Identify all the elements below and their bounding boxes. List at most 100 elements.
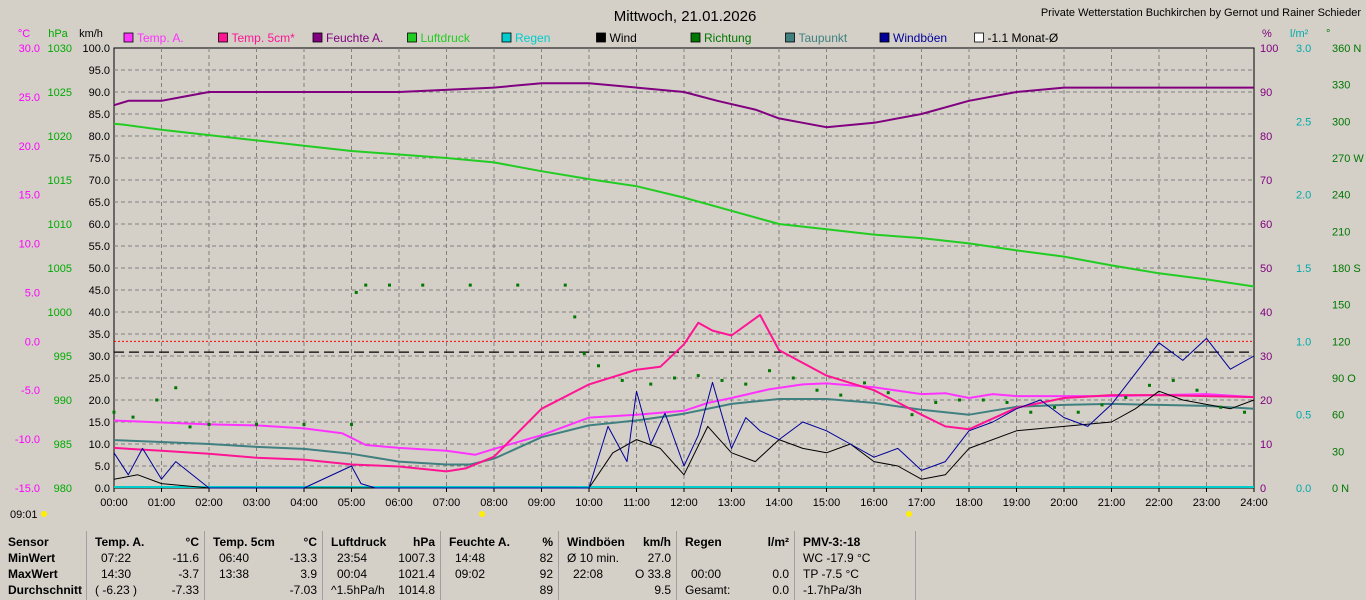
direction-point (350, 422, 353, 426)
current-time: 09:01 (10, 509, 38, 521)
direction-point (516, 283, 520, 287)
legend-label: Taupunkt (799, 31, 848, 45)
direction-point (981, 398, 985, 402)
kmh-tick-label: 95.0 (89, 65, 110, 77)
legend-swatch (123, 32, 134, 43)
rain-tick-label: 2.0 (1296, 190, 1311, 202)
direction-point (1076, 410, 1080, 414)
direction-point (131, 415, 135, 419)
series-line-luftdruck (113, 122, 1255, 288)
stats-temp5: Temp. 5cm °C 06:40 -13.3 13:38 3.9 -7.03 (204, 531, 323, 600)
kmh-tick-label: 65.0 (89, 197, 110, 209)
rain-tick-label: 0.0 (1296, 483, 1311, 495)
x-tick-label: 08:00 (480, 497, 508, 509)
hpa-tick-label: 995 (54, 351, 72, 363)
celsius-tick-label: 15.0 (19, 190, 40, 202)
stats-pmv-wc: WC -17.9 °C (803, 551, 871, 565)
direction-point (958, 398, 961, 402)
kmh-tick-label: 50.0 (89, 263, 110, 275)
hpa-tick-label: 1005 (48, 263, 72, 275)
stats-temp5-title: Temp. 5cm (213, 535, 275, 549)
direction-point (1171, 378, 1175, 382)
series-line-windb-en (113, 337, 1255, 489)
percent-tick-label: 50 (1260, 263, 1272, 275)
direction-tick-label: 90 O (1332, 373, 1356, 385)
unit-hpa-label: hPa (48, 28, 68, 40)
stats-temp-a-max: -3.7 (178, 567, 199, 581)
x-tick-label: 17:00 (908, 497, 936, 509)
kmh-tick-label: 10.0 (89, 439, 110, 451)
stats-temp-a-unit: °C (185, 535, 199, 549)
direction-point (768, 369, 771, 373)
percent-tick-label: 20 (1260, 395, 1272, 407)
direction-tick-label: 210 (1332, 226, 1350, 238)
celsius-tick-label: 10.0 (19, 239, 40, 251)
stats-temp5-max-time: 13:38 (219, 567, 250, 581)
stats-sensor: Sensor MinWert MaxWert Durchschnitt (0, 531, 86, 600)
celsius-tick-label: 25.0 (19, 92, 40, 104)
stats-feuchte-unit: % (542, 535, 553, 549)
hpa-tick-label: 1000 (48, 307, 72, 319)
direction-tick-label: 120 (1332, 336, 1350, 348)
direction-point (174, 386, 178, 390)
direction-point (1005, 400, 1009, 404)
direction-point (791, 376, 795, 380)
kmh-tick-label: 30.0 (89, 351, 110, 363)
stats-feuchte: Feuchte A. % 14:48 82 09:02 92 89 (440, 531, 559, 600)
stats-regen-total: 0.0 (772, 583, 789, 597)
legend-swatch (407, 32, 417, 43)
stats-pmv-title: PMV-3:-18 (803, 535, 861, 549)
unit-celsius-label: °C (18, 28, 30, 40)
legend-swatch (879, 32, 890, 43)
direction-tick-label: 270 W (1332, 153, 1364, 165)
stats-luftdruck-avg: 1014.8 (398, 583, 435, 597)
legend-label: Temp. A. (137, 31, 184, 45)
direction-point (1124, 396, 1128, 400)
stats-feuchte-avg: 89 (539, 583, 553, 597)
percent-tick-label: 10 (1260, 439, 1272, 451)
hpa-tick-label: 985 (54, 439, 72, 451)
stats-sensor-title: Sensor (8, 535, 49, 549)
stats-luftdruck-unit: hPa (412, 535, 435, 549)
direction-point (302, 422, 306, 426)
direction-point (421, 283, 425, 287)
kmh-tick-label: 45.0 (89, 285, 110, 297)
direction-point (744, 382, 748, 386)
celsius-tick-label: -5.0 (21, 385, 40, 397)
legend-label: Richtung (704, 31, 751, 45)
x-tick-label: 14:00 (765, 497, 793, 509)
unit-kmh-label: km/h (79, 28, 103, 40)
stats-regen: Regen l/m² 00:00 0.0 Gesamt: 0.0 (676, 531, 795, 600)
sun-marker-icon (41, 511, 47, 517)
direction-point (696, 374, 700, 378)
x-tick-label: 09:00 (528, 497, 556, 509)
x-tick-label: 24:00 (1240, 497, 1268, 509)
x-tick-label: 06:00 (385, 497, 413, 509)
series-line-temp-a (113, 382, 1255, 456)
legend-label: Windböen (893, 31, 947, 45)
stats-temp5-min: -13.3 (289, 551, 317, 565)
stats-luftdruck-max-time: 00:04 (337, 567, 368, 581)
legend-label: Luftdruck (421, 31, 471, 45)
direction-point (863, 381, 866, 385)
stats-regen-unit: l/m² (767, 535, 789, 549)
direction-tick-label: 300 (1332, 116, 1350, 128)
stats-feuchte-max-time: 09:02 (455, 567, 486, 581)
x-tick-label: 23:00 (1193, 497, 1221, 509)
stats-avg-label: Durchschnitt (8, 583, 83, 597)
stats-regen-max: 0.0 (772, 567, 789, 581)
x-tick-label: 02:00 (195, 497, 223, 509)
kmh-tick-label: 75.0 (89, 153, 110, 165)
stats-regen-max-time: 00:00 (691, 567, 722, 581)
x-tick-label: 15:00 (813, 497, 841, 509)
stats-luftdruck-min-time: 23:54 (337, 551, 368, 565)
stats-windboeen-unit: km/h (642, 535, 671, 549)
percent-tick-label: 0 (1260, 483, 1266, 495)
legend-label: -1.1 Monat-Ø (988, 31, 1059, 45)
weather-chart: Mittwoch, 21.01.2026 Private Wetterstati… (10, 7, 1365, 521)
percent-tick-label: 60 (1260, 219, 1272, 231)
stats-luftdruck-trend: ^1.5hPa/h (331, 583, 385, 597)
sunset-icon (906, 511, 912, 517)
x-tick-label: 13:00 (718, 497, 746, 509)
stats-temp-a-max-time: 14:30 (101, 567, 132, 581)
